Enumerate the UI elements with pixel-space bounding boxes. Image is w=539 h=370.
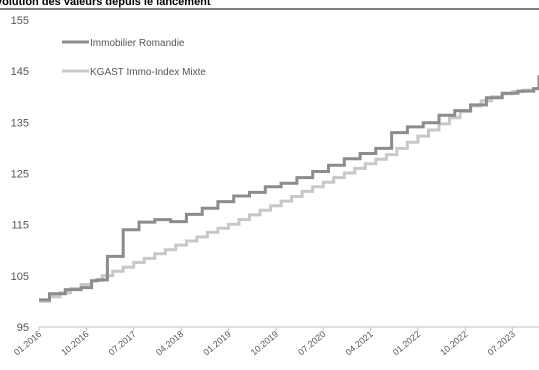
- x-tick-label: 07.2023: [486, 329, 517, 358]
- x-tick-label: 10.2019: [249, 329, 280, 358]
- x-axis: 01.2016 10.2016 07.2017 04.2018 01.2019 10.20…: [12, 326, 539, 358]
- x-tick-label: 07.2020: [296, 329, 327, 358]
- x-tick-label: 07.2017: [107, 329, 138, 358]
- x-tick-label: 04.2021: [344, 329, 375, 358]
- y-axis: 95 105 115 125 135 145 155: [11, 15, 29, 334]
- y-tick-label: 155: [11, 15, 29, 27]
- legend: Immobilier Romandie KGAST Immo-Index Mixt…: [62, 38, 206, 78]
- y-tick-label: 105: [11, 271, 29, 283]
- x-tick-label: 01.2022: [391, 329, 422, 358]
- x-tick-label: 04.2018: [154, 329, 185, 358]
- x-tick-label: 10.2022: [438, 329, 469, 358]
- x-tick-label: 01.2019: [201, 329, 232, 358]
- y-tick-label: 135: [11, 117, 29, 129]
- x-tick-label: 10.2016: [59, 329, 90, 358]
- series-line-immobilier-romandie: [39, 75, 539, 302]
- y-tick-label: 145: [11, 66, 29, 78]
- y-tick-label: 95: [17, 322, 29, 334]
- y-tick-label: 115: [11, 220, 29, 232]
- series-layer: [39, 75, 539, 303]
- y-tick-label: 125: [11, 169, 29, 181]
- series-line-kgast-immo-index-mixte: [39, 87, 539, 303]
- legend-label: KGAST Immo-Index Mixte: [90, 67, 206, 78]
- chart-title: volution des valeurs depuis le lancement: [0, 0, 211, 8]
- legend-label: Immobilier Romandie: [90, 38, 185, 49]
